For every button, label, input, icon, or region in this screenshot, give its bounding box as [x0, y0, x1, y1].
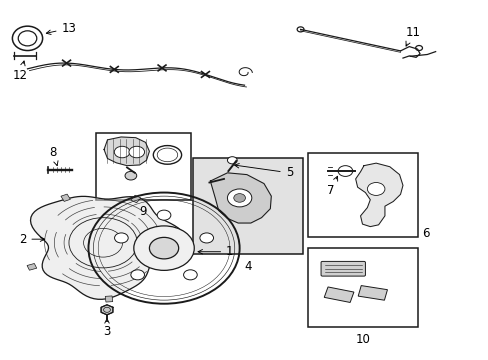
Circle shape [131, 270, 144, 280]
Bar [165, 229, 174, 235]
Text: 3: 3 [103, 319, 110, 338]
Text: 1: 1 [198, 245, 233, 258]
Circle shape [125, 171, 137, 180]
Circle shape [114, 146, 130, 158]
Circle shape [114, 233, 128, 243]
Text: 8: 8 [50, 146, 58, 166]
Text: 5: 5 [234, 163, 292, 179]
FancyBboxPatch shape [321, 261, 365, 276]
Circle shape [129, 146, 144, 158]
Bar [307, 153, 417, 237]
Circle shape [149, 237, 178, 259]
Circle shape [337, 166, 352, 176]
Text: 12: 12 [13, 61, 28, 82]
Bar [324, 287, 353, 302]
Polygon shape [101, 305, 113, 315]
Text: 10: 10 [355, 333, 369, 346]
Circle shape [200, 233, 213, 243]
Bar [96, 134, 190, 200]
Circle shape [157, 210, 170, 220]
Text: 9: 9 [139, 206, 147, 219]
Polygon shape [30, 196, 184, 299]
Text: 11: 11 [405, 26, 419, 46]
Circle shape [366, 183, 384, 195]
Circle shape [233, 194, 245, 202]
Circle shape [183, 270, 197, 280]
Circle shape [227, 189, 251, 207]
Bar [27, 264, 37, 270]
Text: 2: 2 [19, 233, 44, 246]
Text: 7: 7 [326, 176, 337, 197]
Text: 4: 4 [244, 260, 251, 273]
Bar [357, 285, 386, 300]
Bar [307, 248, 417, 327]
Circle shape [227, 157, 237, 164]
Polygon shape [104, 137, 149, 166]
Polygon shape [355, 163, 402, 226]
Bar [193, 158, 303, 253]
Circle shape [134, 226, 194, 270]
Polygon shape [210, 173, 271, 223]
Bar [61, 194, 70, 201]
Text: 6: 6 [422, 226, 429, 239]
Text: 13: 13 [46, 22, 76, 35]
Bar [131, 195, 141, 203]
Bar [105, 296, 113, 302]
